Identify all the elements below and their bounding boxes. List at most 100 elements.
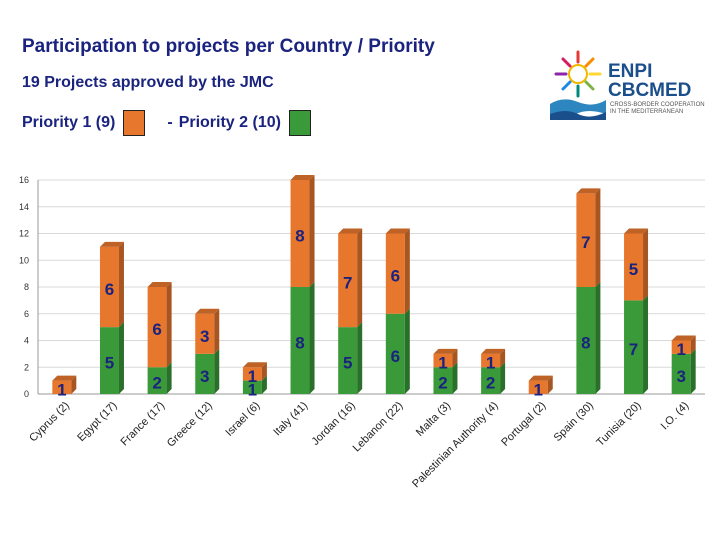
x-category-label: Lebanon (22) <box>351 400 406 455</box>
data-label-priority-2: 1 <box>248 367 257 386</box>
bar-priority-2-side <box>214 308 220 354</box>
chart-title: Participation to projects per Country / … <box>22 36 435 57</box>
bar-priority-2-top <box>671 335 696 341</box>
legend: Priority 1 (9) - Priority 2 (10) <box>22 110 319 136</box>
bar-priority-1 <box>576 287 596 394</box>
bar-priority-2-top <box>99 241 124 247</box>
data-label-priority-2: 6 <box>105 280 114 299</box>
bar-priority-2-top <box>385 228 410 234</box>
logo-tagline: CROSS-BORDER COOPERATION IN THE MEDITERR… <box>610 102 705 115</box>
bar-priority-1 <box>242 380 262 394</box>
bar-priority-1 <box>481 367 501 394</box>
data-label-priority-1: 6 <box>391 347 400 366</box>
bar-priority-2-side <box>166 282 172 368</box>
data-label-priority-2: 6 <box>391 267 400 286</box>
bar-priority-2-top <box>576 188 601 194</box>
legend-priority-2-swatch <box>288 110 311 136</box>
data-label-priority-2: 3 <box>200 327 209 346</box>
x-category-label: Palestinian Authority (4) <box>410 400 501 491</box>
bar-priority-2-side <box>690 335 696 354</box>
data-label-priority-1: 2 <box>438 374 447 393</box>
y-tick-label: 16 <box>19 175 29 185</box>
data-label-priority-2: 1 <box>438 354 447 373</box>
bar-priority-2-side <box>595 188 601 287</box>
bar-priority-2-top <box>528 375 553 381</box>
x-category-label: Tunisia (20) <box>594 400 643 449</box>
bar-priority-2 <box>195 313 215 354</box>
y-tick-label: 14 <box>19 202 29 212</box>
bar-priority-2 <box>52 380 72 394</box>
bar-priority-2-side <box>547 375 553 394</box>
legend-priority-1-swatch <box>123 110 146 136</box>
bar-priority-1 <box>338 327 358 394</box>
data-label-priority-2: 7 <box>343 273 352 292</box>
bar-priority-2-top <box>52 375 77 381</box>
enpi-cbcmed-logo: ENPI CBCMED CROSS-BORDER COOPERATION IN … <box>548 40 708 124</box>
bar-priority-1 <box>290 287 310 394</box>
x-category-label: Spain (30) <box>552 400 596 444</box>
data-label-priority-2: 1 <box>486 354 495 373</box>
x-category-label: Israel (6) <box>223 400 262 439</box>
x-category-label: France (17) <box>119 400 168 449</box>
bar-priority-1-side <box>118 322 124 394</box>
x-category-label: Malta (3) <box>414 400 453 439</box>
bar-priority-2-side <box>357 228 363 328</box>
y-tick-label: 4 <box>24 336 29 346</box>
chart-subtitle: 19 Projects approved by the JMC <box>22 74 274 91</box>
bar-priority-2-side <box>500 348 506 368</box>
data-label-priority-1: 3 <box>200 367 209 386</box>
data-label-priority-1: 1 <box>248 380 257 399</box>
data-label-priority-1: 2 <box>152 374 161 393</box>
bar-priority-1-side <box>357 322 363 394</box>
bar-priority-2 <box>481 353 501 368</box>
bar-priority-1-side <box>261 375 267 394</box>
data-label-priority-1: 8 <box>295 334 304 353</box>
data-label-priority-1: 5 <box>105 354 114 373</box>
bar-priority-1 <box>147 367 167 394</box>
data-label-priority-1: 2 <box>486 374 495 393</box>
bar-priority-2-side <box>643 228 649 301</box>
data-label-priority-2: 1 <box>676 340 685 359</box>
y-tick-label: 8 <box>24 282 29 292</box>
bar-priority-2-top <box>147 282 172 287</box>
bar-priority-1-side <box>500 362 506 394</box>
bar-priority-1-side <box>595 282 601 394</box>
data-label-priority-1: 8 <box>581 334 590 353</box>
bar-priority-1-side <box>690 348 696 394</box>
bar-priority-2 <box>338 233 358 328</box>
logo-wordmark: ENPI CBCMED <box>608 61 692 101</box>
y-tick-label: 10 <box>19 255 29 265</box>
bar-priority-2-side <box>118 241 124 328</box>
bar-priority-2-side <box>404 228 410 314</box>
bar-priority-2-side <box>309 175 315 287</box>
bar-priority-2-top <box>290 175 315 180</box>
bar-priority-1 <box>433 367 453 394</box>
data-label-priority-2: 1 <box>57 380 66 399</box>
bar-priority-1-side <box>309 282 315 394</box>
bar-priority-2 <box>99 246 119 328</box>
bar-priority-2 <box>576 193 596 287</box>
y-tick-label: 12 <box>19 229 29 239</box>
bar-priority-2-top <box>338 228 363 234</box>
y-tick-label: 6 <box>24 309 29 319</box>
data-label-priority-2: 1 <box>534 380 543 399</box>
bar-priority-2-top <box>242 362 267 368</box>
bar-priority-1 <box>624 300 644 394</box>
bar-priority-1-side <box>214 348 220 394</box>
bar-priority-2 <box>624 233 644 301</box>
bar-priority-1 <box>385 313 405 394</box>
bar-priority-2 <box>290 180 310 287</box>
data-label-priority-1: 5 <box>343 354 352 373</box>
logo-sun-icon <box>550 50 606 120</box>
legend-priority-2-label: Priority 2 (10) <box>178 114 281 131</box>
bar-priority-2-top <box>481 348 506 354</box>
legend-priority-1-label: Priority 1 (9) <box>22 114 116 131</box>
bar-priority-2-side <box>261 362 267 381</box>
x-category-label: I.O. (4) <box>659 400 692 433</box>
bar-priority-2 <box>385 233 405 314</box>
y-tick-label: 2 <box>24 362 29 372</box>
bar-priority-1 <box>671 353 691 394</box>
data-label-priority-2: 6 <box>152 320 161 339</box>
x-category-label: Jordan (16) <box>310 400 358 448</box>
